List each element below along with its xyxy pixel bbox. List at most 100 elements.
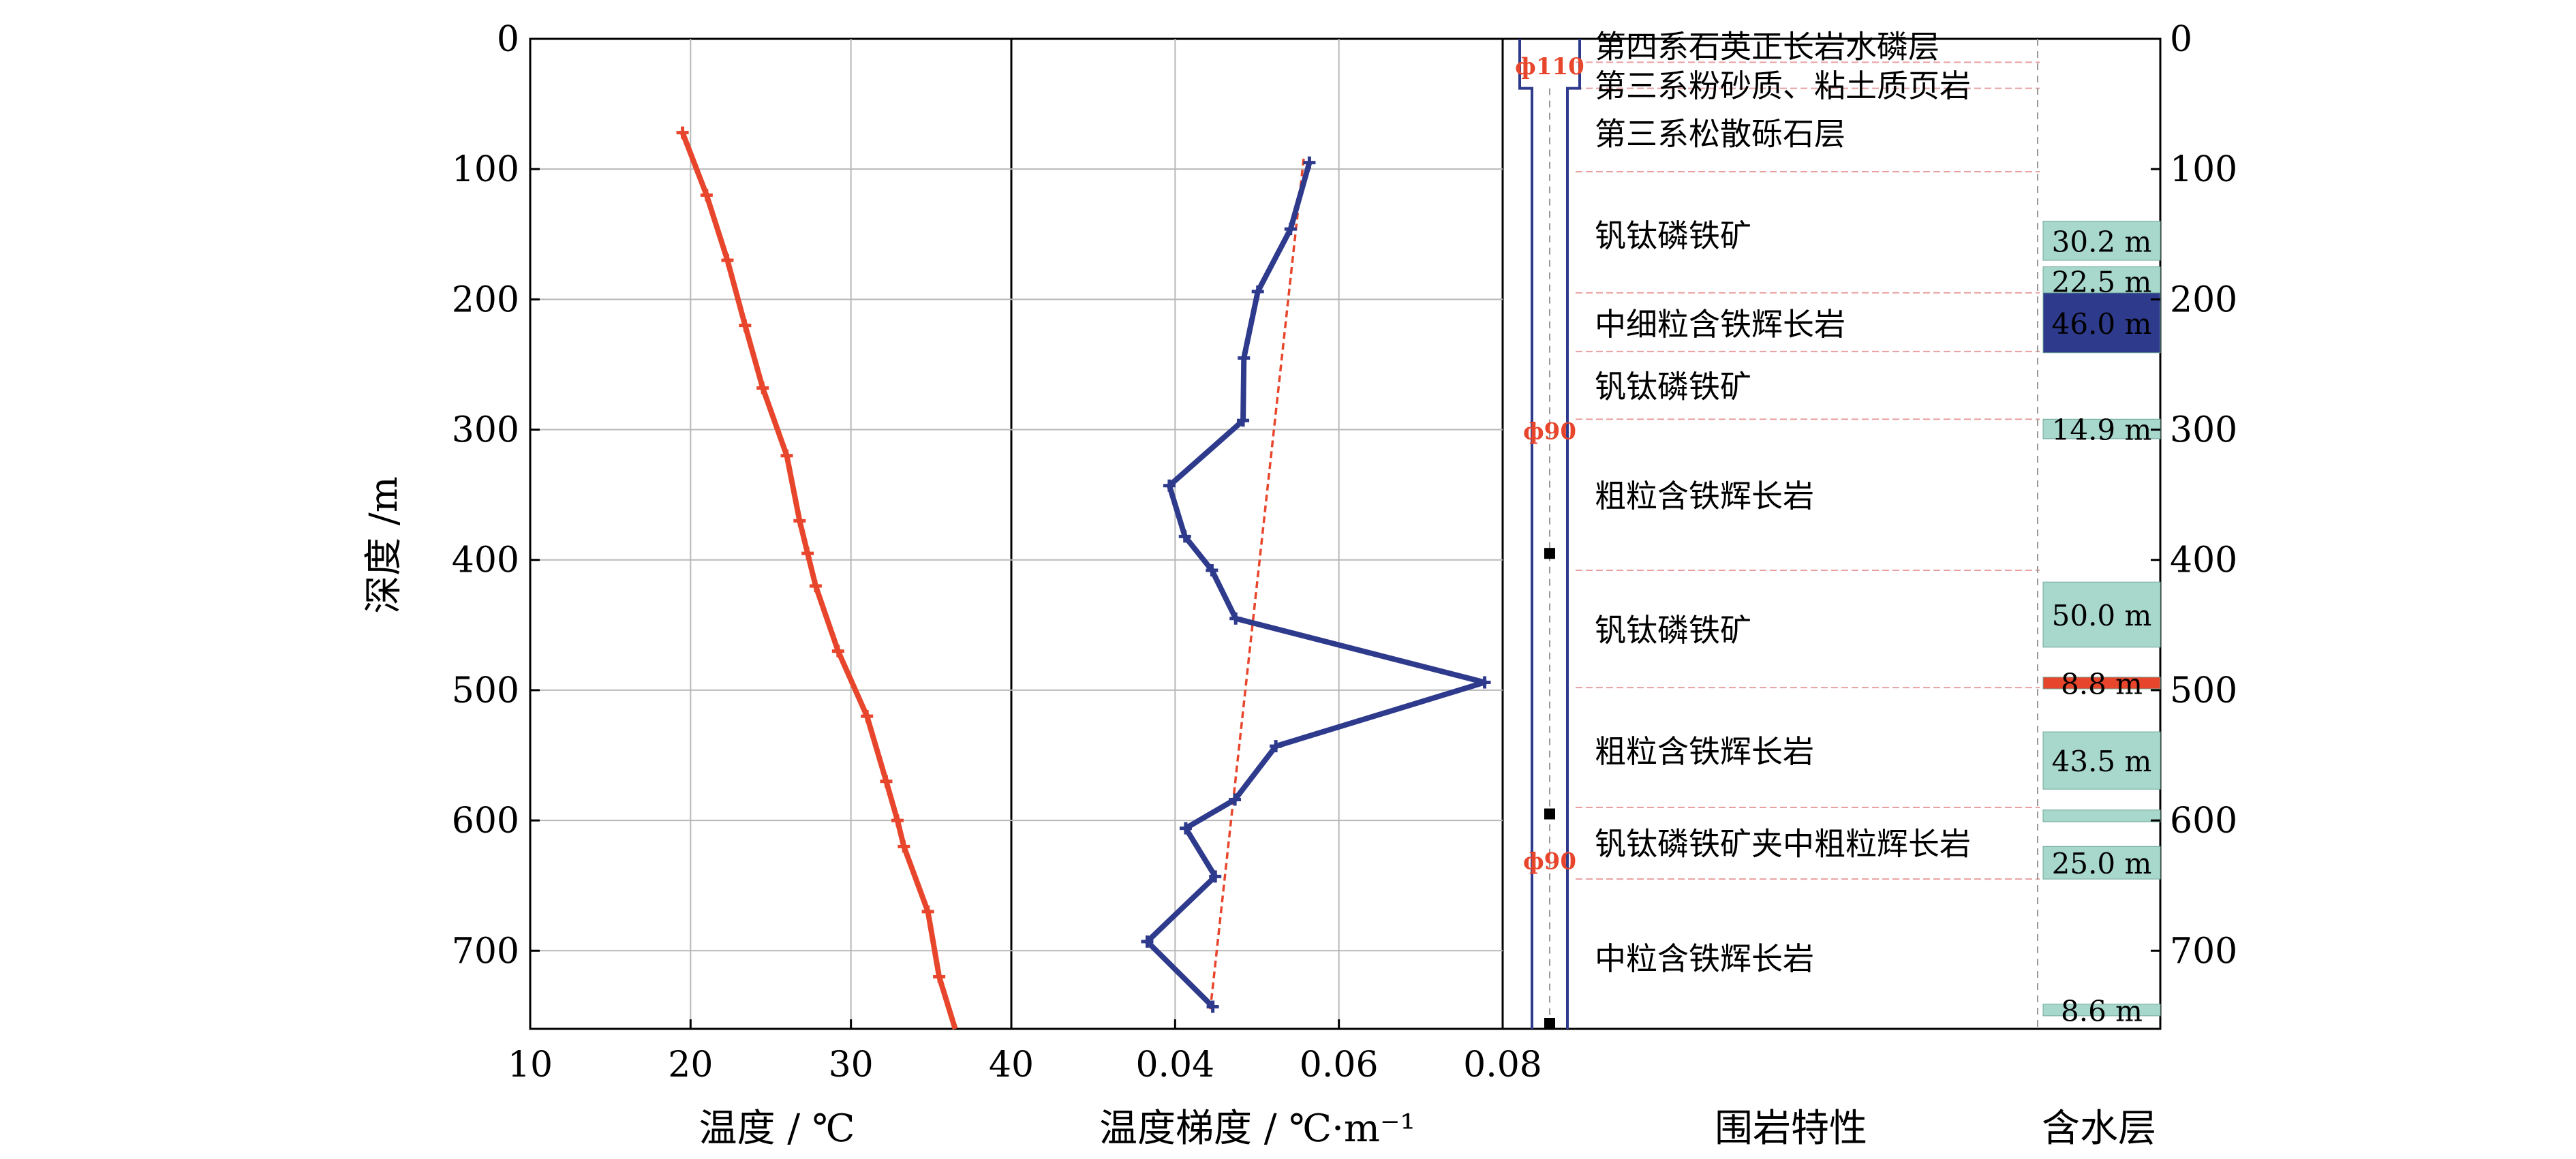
temperature-point <box>880 775 893 788</box>
lithology-layer-label: 粗粒含铁辉长岩 <box>1595 733 1814 770</box>
lithology-layer-label: 第三系粉砂质、粘土质页岩 <box>1595 67 1971 104</box>
depth-tick-label-right: 400 <box>2170 540 2237 581</box>
gradient-line <box>1144 161 1488 1009</box>
temperature-point <box>831 645 844 658</box>
temperature-point <box>921 905 934 918</box>
gradient-point <box>1206 1000 1219 1013</box>
depth-tick-label-left: 100 <box>452 149 519 190</box>
gradient-point <box>1478 676 1491 689</box>
gradient-point <box>1237 414 1250 427</box>
aquifer-axis-label: 含水层 <box>2042 1107 2156 1151</box>
well-marker <box>1544 808 1555 820</box>
aquifer-layer <box>2042 731 2161 790</box>
lithology-layer-label: 钒钛磷铁矿 <box>1595 369 1751 405</box>
temperature-tick-label: 40 <box>989 1045 1034 1085</box>
temperature-point <box>801 547 814 560</box>
gradient-point <box>1178 530 1191 543</box>
aquifer-layer <box>2042 292 2161 354</box>
depth-tick-label-right: 700 <box>2170 931 2237 972</box>
outer-frame <box>529 37 2162 1030</box>
well-casing-right <box>1566 39 1581 1029</box>
data-series <box>676 126 1491 1030</box>
aquifer-layer <box>2042 581 2161 648</box>
lithology-layer-label: 第三系松散砾石层 <box>1595 116 1845 153</box>
gradient-point <box>1303 156 1316 169</box>
aquifer-thickness-label: 30.2 m <box>2052 225 2152 258</box>
aquifer-layer <box>2042 677 2161 690</box>
lithology-layer-label: 钒钛磷铁矿 <box>1595 612 1751 649</box>
aquifer-layer <box>2042 1004 2161 1017</box>
depth-tick-label-left: 600 <box>452 801 519 841</box>
temperature-point <box>933 970 946 983</box>
aquifer-thickness-label: 46.0 m <box>2052 307 2152 341</box>
gradient-tick-label: 0.04 <box>1135 1045 1214 1085</box>
depth-tick-label-left: 700 <box>452 931 519 972</box>
gradient-axis-label: 温度梯度 / ℃·m⁻¹ <box>1099 1107 1415 1151</box>
axis-labels: 0 0 100 100 200 200 300 300 400 400 500 500 600 600 70… <box>362 19 2237 1151</box>
aquifer-layer <box>2042 809 2161 822</box>
well-marker <box>1544 1018 1555 1029</box>
depth-tick-label-left: 200 <box>452 279 519 320</box>
temperature-axis-label: 温度 / ℃ <box>699 1107 855 1151</box>
gradient-point <box>1251 285 1264 298</box>
temperature-point <box>780 449 793 462</box>
depth-tick-label-right: 300 <box>2170 410 2237 451</box>
gradient-point <box>1141 935 1154 948</box>
depth-tick-label-right: 600 <box>2170 801 2237 841</box>
temperature-line <box>679 132 958 1030</box>
casing-diameter-label: ф110 <box>1515 53 1584 80</box>
depth-tick-label-right: 100 <box>2170 149 2237 190</box>
lithology-layer-label: 粗粒含铁辉长岩 <box>1595 478 1814 514</box>
temperature-point <box>898 840 910 853</box>
well-casing-left <box>1518 39 1533 1029</box>
depth-axis-label: 深度 /m <box>362 476 406 614</box>
panel-frames <box>529 37 2162 1030</box>
depth-tick-label-left: 300 <box>452 410 519 451</box>
gradient-point <box>1179 822 1192 835</box>
temperature-point <box>739 319 752 332</box>
lithology-layer-label: 钒钛磷铁矿夹中粗粒辉长岩 <box>1595 826 1971 863</box>
lithology-layer-label: 第四系石英正长岩水磷层 <box>1595 29 1939 65</box>
depth-tick-label-left: 0 <box>497 19 519 60</box>
gradient-point <box>1238 352 1251 365</box>
temperature-point <box>721 254 734 267</box>
lithology-column: 第四系石英正长岩水磷层第三系粉砂质、粘土质页岩第三系松散砾石层钒钛磷铁矿中细粒含… <box>1576 29 2040 977</box>
gradient-tick-label: 0.08 <box>1463 1045 1542 1085</box>
gradient-point <box>1206 564 1218 577</box>
temperature-point <box>793 514 806 527</box>
depth-tick-label-left: 400 <box>452 540 519 581</box>
gradient-point <box>1163 479 1176 492</box>
lithology-layer-label: 钒钛磷铁矿 <box>1595 217 1751 254</box>
gradient-trend-line <box>1209 158 1305 1010</box>
gradient-point <box>1270 740 1283 753</box>
aquifer-layer <box>2042 221 2161 261</box>
lithology-axis-label: 围岩特性 <box>1715 1107 1867 1151</box>
depth-tick-label-right: 0 <box>2170 19 2192 60</box>
aquifer-layer <box>2042 266 2161 296</box>
temperature-point <box>676 126 689 139</box>
aquifer-thickness-label: 14.9 m <box>2052 414 2152 447</box>
casing-diameter-label: ф90 <box>1523 848 1576 875</box>
temperature-tick-label: 30 <box>829 1045 874 1085</box>
gradient-point <box>1229 793 1242 806</box>
aquifer-thickness-label: 25.0 m <box>2052 847 2152 880</box>
temperature-tick-label: 20 <box>668 1045 713 1085</box>
aquifer-column: 30.2 m22.5 m46.0 m14.9 m50.0 m8.8 m43.5 … <box>2042 221 2161 1027</box>
aquifer-thickness-label: 8.8 m <box>2061 667 2143 700</box>
depth-tick-label-right: 500 <box>2170 670 2237 711</box>
well-marker <box>1544 548 1555 559</box>
depth-tick-label-left: 500 <box>452 670 519 711</box>
aquifer-thickness-label: 50.0 m <box>2052 599 2152 632</box>
lithology-layer-label: 中粒含铁辉长岩 <box>1595 940 1814 977</box>
casing-diameter-label: ф90 <box>1523 418 1576 446</box>
gradient-tick-label: 0.06 <box>1300 1045 1379 1085</box>
aquifer-thickness-label: 43.5 m <box>2052 745 2152 778</box>
depth-tick-label-right: 200 <box>2170 279 2237 320</box>
temperature-tick-label: 10 <box>508 1045 553 1085</box>
aquifer-thickness-label: 8.6 m <box>2061 994 2143 1027</box>
grid-lines <box>530 39 1503 1029</box>
well-column: ф110 ф90 ф90 <box>1515 39 2038 1029</box>
temperature-point <box>756 382 769 395</box>
temperature-point <box>809 579 822 592</box>
